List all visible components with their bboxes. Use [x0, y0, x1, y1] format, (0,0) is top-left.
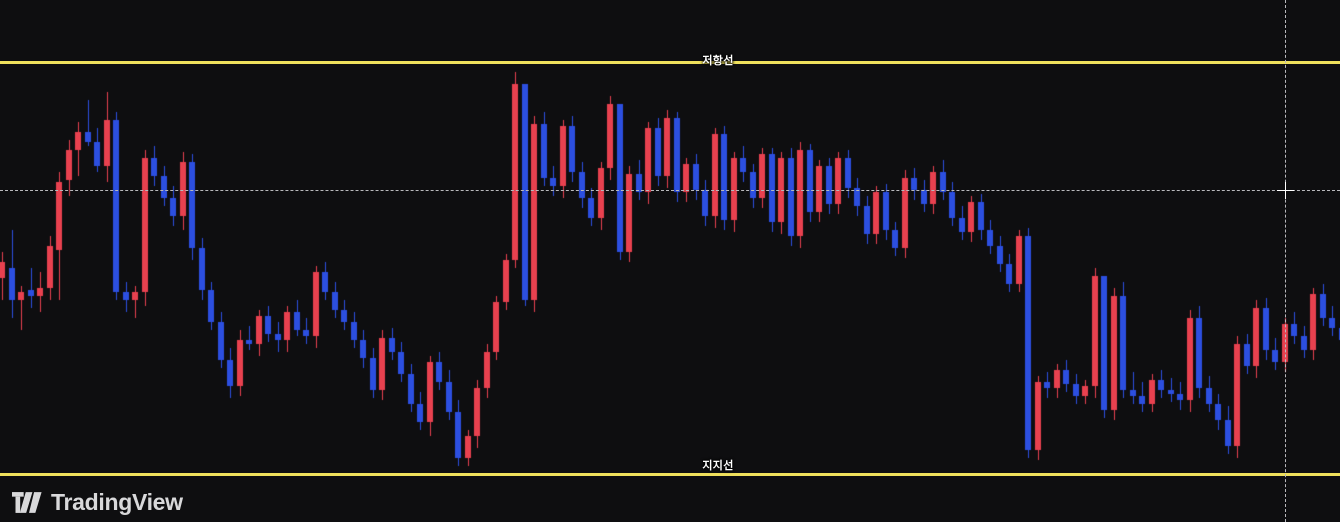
tradingview-logo-icon	[12, 492, 42, 513]
tradingview-wordmark: TradingView	[51, 489, 183, 515]
tradingview-watermark[interactable]: TradingView	[12, 491, 183, 514]
